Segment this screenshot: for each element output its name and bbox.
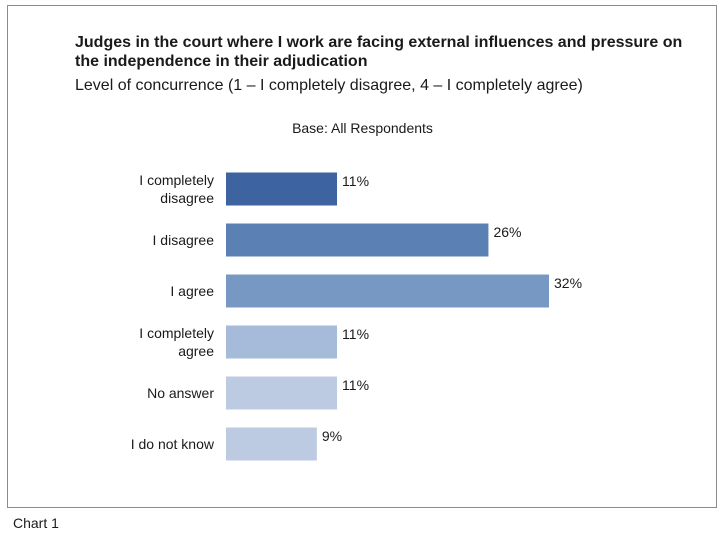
category-label-3: I completely agree — [139, 325, 214, 359]
value-label-3: 11% — [342, 326, 369, 342]
category-label-0: I completely disagree — [139, 172, 214, 206]
value-label-2: 32% — [554, 275, 582, 291]
value-label-1: 26% — [493, 224, 521, 240]
bar-5 — [226, 427, 317, 461]
value-label-4: 11% — [342, 377, 369, 393]
bar-2 — [226, 274, 549, 308]
bar-3 — [226, 325, 338, 359]
base-note: Base: All Respondents — [292, 120, 433, 136]
value-label-0: 11% — [342, 173, 369, 189]
bar-4 — [226, 376, 338, 410]
category-label-5: I do not know — [131, 436, 215, 452]
chart-frame — [7, 5, 717, 508]
value-label-5: 9% — [322, 428, 342, 444]
category-label-2: I agree — [170, 283, 214, 299]
bar-1 — [226, 223, 489, 257]
category-label-4: No answer — [147, 385, 214, 401]
category-label-1: I disagree — [153, 232, 215, 248]
chart-subtitle: Level of concurrence (1 – I completely d… — [75, 77, 583, 94]
bar-0 — [226, 172, 338, 206]
chart-caption: Chart 1 — [13, 515, 59, 531]
chart-title: Judges in the court where I work are fac… — [75, 34, 683, 70]
